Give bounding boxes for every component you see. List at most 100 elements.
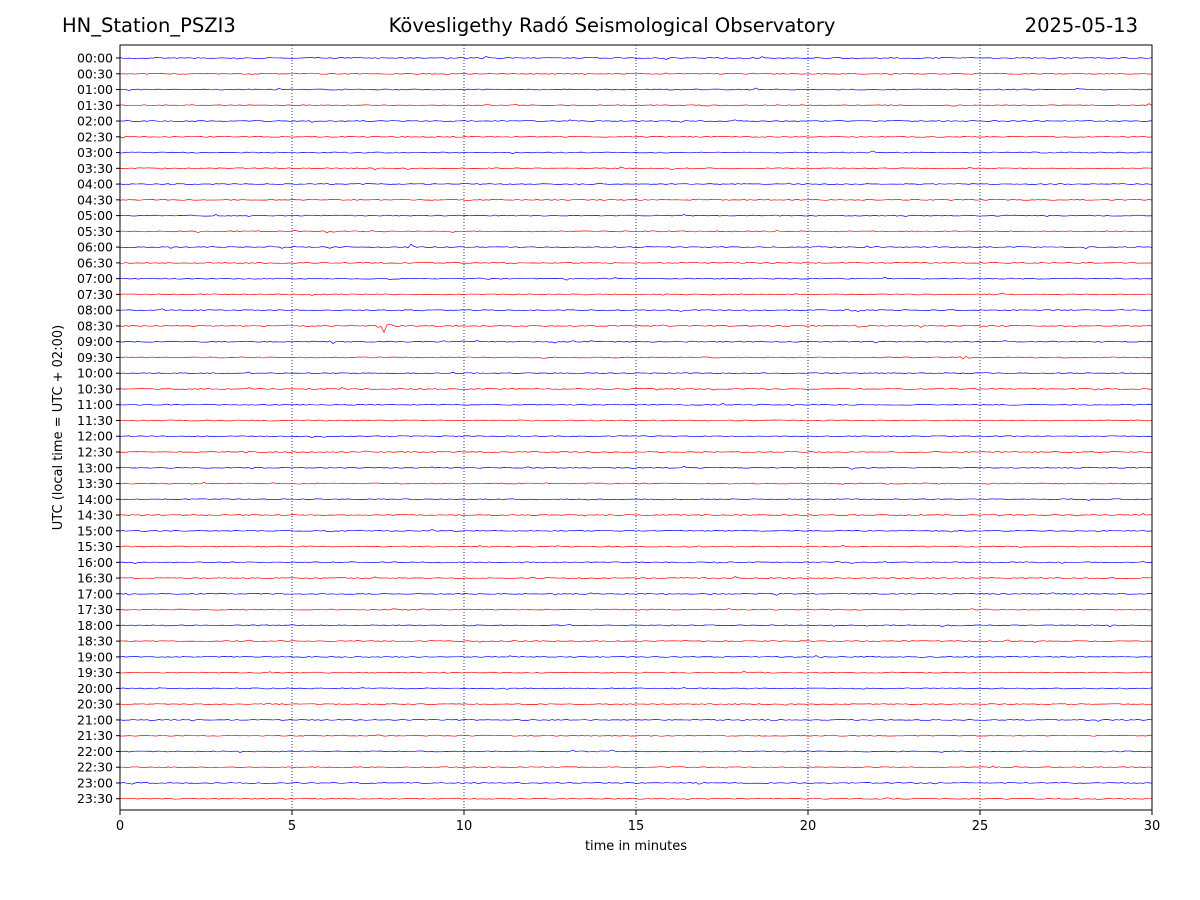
y-tick-label: 11:00 <box>77 397 113 412</box>
trace-2130 <box>119 734 1153 737</box>
grid-lines <box>291 45 981 810</box>
x-tick-label: 15 <box>628 819 645 834</box>
y-tick-label: 07:30 <box>77 287 113 302</box>
y-tick-label: 09:30 <box>77 350 113 365</box>
trace-1630 <box>119 576 1153 580</box>
trace-0730 <box>119 292 1153 296</box>
trace-0100 <box>119 87 1153 91</box>
y-tick-label: 08:30 <box>77 318 113 333</box>
y-tick-label: 01:30 <box>77 98 113 113</box>
trace-1000 <box>119 371 1153 375</box>
trace-1200 <box>119 435 1153 439</box>
trace-0630 <box>119 262 1153 264</box>
y-tick-label: 13:30 <box>77 476 113 491</box>
y-tick-label: 15:00 <box>77 523 113 538</box>
y-tick-label: 16:00 <box>77 555 113 570</box>
trace-1430 <box>119 513 1153 517</box>
trace-1030 <box>119 387 1153 391</box>
y-tick-label: 17:30 <box>77 602 113 617</box>
y-tick-label: 11:30 <box>77 413 113 428</box>
trace-0830 <box>119 323 1153 334</box>
y-tick-label: 00:00 <box>77 51 113 66</box>
trace-1530 <box>119 544 1153 548</box>
y-tick-label: 06:30 <box>77 255 113 270</box>
trace-0200 <box>119 119 1153 123</box>
y-tick-label: 10:30 <box>77 381 113 396</box>
x-tick-label: 10 <box>456 819 473 834</box>
trace-2330 <box>119 797 1153 801</box>
trace-1900 <box>119 655 1153 658</box>
x-tick-label: 30 <box>1144 819 1161 834</box>
trace-0000 <box>119 56 1153 60</box>
x-tick-label: 25 <box>972 819 989 834</box>
trace-0930 <box>119 355 1153 360</box>
y-tick-label: 17:00 <box>77 586 113 601</box>
trace-0700 <box>119 276 1153 281</box>
y-tick-label: 15:30 <box>77 539 113 554</box>
trace-0230 <box>119 135 1153 139</box>
x-tick-label: 0 <box>116 819 124 834</box>
trace-1930 <box>119 670 1153 674</box>
y-tick-label: 04:30 <box>77 192 113 207</box>
trace-1500 <box>119 528 1153 533</box>
trace-0900 <box>119 340 1153 344</box>
trace-0530 <box>119 229 1153 234</box>
trace-2030 <box>119 702 1153 706</box>
y-tick-label: 14:30 <box>77 508 113 523</box>
y-tick-label: 02:00 <box>77 114 113 129</box>
y-axis-ticks: 00:0000:3001:0001:3002:0002:3003:0003:30… <box>77 51 120 806</box>
y-tick-label: 22:00 <box>77 744 113 759</box>
trace-2100 <box>119 718 1153 722</box>
trace-1400 <box>119 498 1153 501</box>
y-tick-label: 08:00 <box>77 303 113 318</box>
y-tick-label: 03:00 <box>77 145 113 160</box>
y-tick-label: 18:30 <box>77 634 113 649</box>
y-tick-label: 10:00 <box>77 366 113 381</box>
y-tick-label: 19:30 <box>77 665 113 680</box>
observatory-title: Kövesligethy Radó Seismological Observat… <box>388 14 836 37</box>
y-tick-label: 14:00 <box>77 492 113 507</box>
trace-0300 <box>119 150 1153 155</box>
y-tick-label: 05:30 <box>77 224 113 239</box>
station-name: HN_Station_PSZI3 <box>62 14 236 37</box>
trace-1300 <box>119 465 1153 470</box>
trace-2230 <box>119 765 1153 769</box>
trace-0330 <box>119 166 1153 171</box>
y-axis-label: UTC (local time = UTC + 02:00) <box>51 325 66 530</box>
trace-2300 <box>119 782 1153 785</box>
y-tick-label: 04:00 <box>77 177 113 192</box>
trace-2200 <box>119 749 1153 753</box>
y-tick-label: 23:00 <box>77 775 113 790</box>
y-tick-label: 23:30 <box>77 791 113 806</box>
y-tick-label: 16:30 <box>77 571 113 586</box>
y-tick-label: 00:30 <box>77 66 113 81</box>
trace-1800 <box>119 624 1153 628</box>
trace-0500 <box>119 214 1153 217</box>
trace-0400 <box>119 182 1153 186</box>
y-tick-label: 22:30 <box>77 760 113 775</box>
trace-1230 <box>119 450 1153 454</box>
trace-1730 <box>119 607 1153 611</box>
y-tick-label: 05:00 <box>77 208 113 223</box>
y-tick-label: 12:30 <box>77 445 113 460</box>
y-tick-label: 01:00 <box>77 82 113 97</box>
y-tick-label: 20:00 <box>77 681 113 696</box>
y-tick-label: 06:00 <box>77 240 113 255</box>
trace-1830 <box>119 639 1153 643</box>
y-tick-label: 12:00 <box>77 429 113 444</box>
y-tick-label: 19:00 <box>77 649 113 664</box>
y-tick-label: 13:00 <box>77 460 113 475</box>
trace-1330 <box>119 481 1153 485</box>
y-tick-label: 21:00 <box>77 712 113 727</box>
x-axis-label: time in minutes <box>585 839 687 854</box>
record-date: 2025-05-13 <box>1024 14 1138 37</box>
trace-0430 <box>119 198 1153 201</box>
y-tick-label: 20:30 <box>77 697 113 712</box>
x-axis-ticks: 0 5 10 15 20 25 30 <box>116 810 1160 834</box>
y-tick-label: 21:30 <box>77 728 113 743</box>
trace-1600 <box>119 560 1153 565</box>
y-tick-label: 03:30 <box>77 161 113 176</box>
y-tick-label: 09:00 <box>77 334 113 349</box>
trace-2000 <box>119 687 1153 690</box>
